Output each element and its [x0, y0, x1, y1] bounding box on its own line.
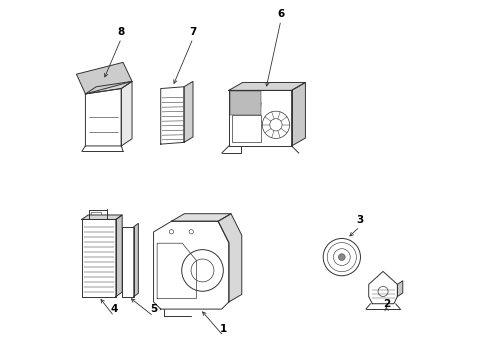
Text: 5: 5	[150, 305, 157, 315]
Polygon shape	[397, 281, 403, 297]
Circle shape	[270, 119, 282, 131]
Text: 3: 3	[356, 215, 364, 225]
Polygon shape	[82, 220, 116, 297]
Polygon shape	[116, 215, 122, 297]
Text: 7: 7	[189, 27, 196, 37]
Circle shape	[327, 243, 356, 272]
Circle shape	[323, 238, 361, 276]
Text: 1: 1	[220, 324, 227, 334]
Text: 8: 8	[118, 27, 125, 37]
Polygon shape	[85, 81, 132, 94]
Polygon shape	[184, 81, 193, 142]
Circle shape	[339, 254, 345, 260]
Polygon shape	[122, 226, 134, 297]
Circle shape	[191, 259, 214, 282]
Polygon shape	[292, 82, 305, 146]
Polygon shape	[172, 214, 231, 221]
Polygon shape	[76, 62, 132, 94]
Polygon shape	[82, 215, 122, 220]
Polygon shape	[153, 221, 229, 309]
Text: 6: 6	[277, 9, 285, 19]
FancyBboxPatch shape	[91, 212, 101, 217]
Polygon shape	[232, 114, 261, 142]
Polygon shape	[134, 224, 138, 297]
Polygon shape	[85, 89, 122, 146]
Polygon shape	[230, 91, 262, 115]
Polygon shape	[368, 271, 397, 304]
Polygon shape	[161, 87, 184, 144]
Polygon shape	[218, 214, 242, 302]
Text: 2: 2	[383, 299, 390, 309]
Text: 4: 4	[110, 305, 118, 315]
Polygon shape	[122, 81, 132, 146]
Circle shape	[182, 249, 223, 291]
Circle shape	[333, 249, 350, 265]
Polygon shape	[229, 82, 305, 90]
Polygon shape	[229, 90, 292, 146]
Circle shape	[262, 111, 290, 139]
